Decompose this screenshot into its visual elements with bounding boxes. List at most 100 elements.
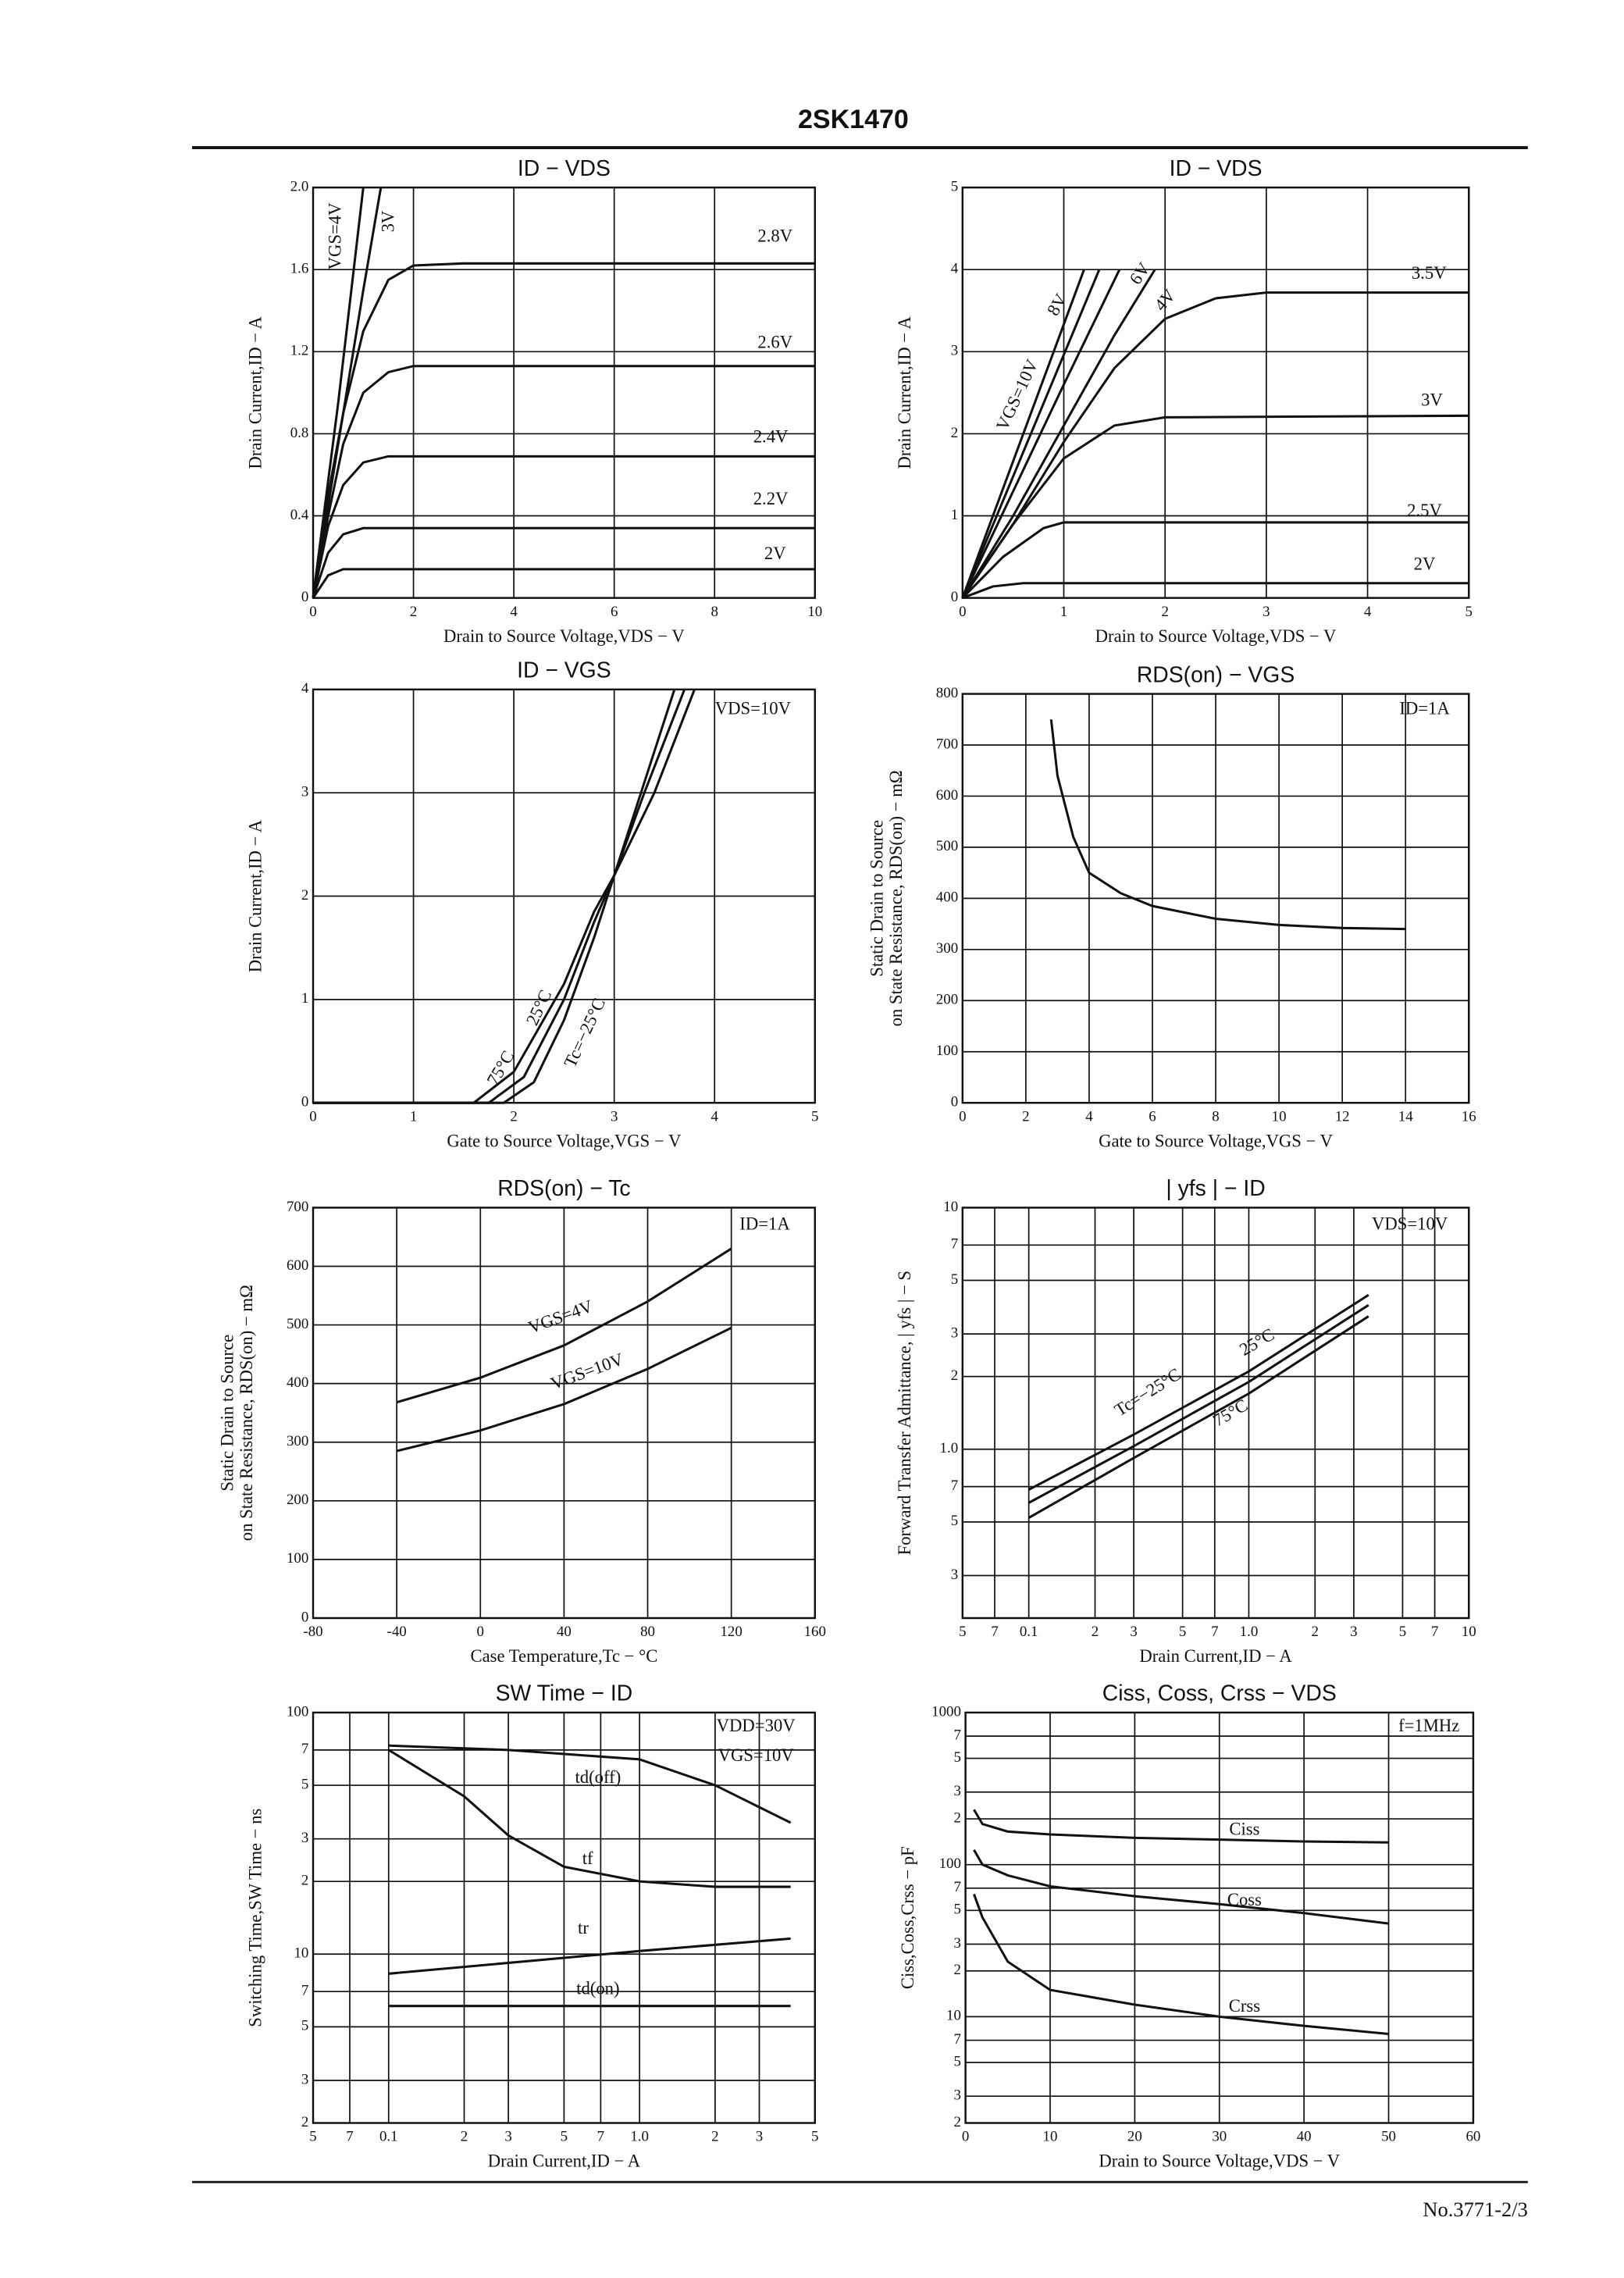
curve <box>961 521 1469 599</box>
x-axis-label: Drain to Source Voltage,VDS − V <box>443 626 685 646</box>
x-tick-label: 7 <box>597 2129 604 2145</box>
x-tick-label: 5 <box>1466 604 1473 620</box>
curve <box>313 689 696 1104</box>
x-tick-label: 2 <box>1022 1108 1029 1125</box>
x-tick-label: 6 <box>611 604 618 620</box>
x-tick-label: 3 <box>1350 1624 1357 1640</box>
x-tick-label: 4 <box>1364 604 1372 620</box>
y-tick-label: 5 <box>951 1513 958 1529</box>
y-tick-label: 400 <box>936 889 958 906</box>
curve <box>312 262 815 598</box>
y-axis-label: Static Drain to Source <box>867 820 886 977</box>
x-tick-label: 2 <box>711 2129 718 2145</box>
curve <box>973 1809 1389 1844</box>
x-tick-label: 1 <box>1060 604 1067 620</box>
curve <box>312 187 383 598</box>
x-tick-label: 7 <box>1431 1624 1438 1640</box>
x-tick-label: 50 <box>1381 2129 1396 2145</box>
curve-label: 2V <box>764 544 786 563</box>
curve <box>961 269 1085 599</box>
chart-title: RDS(on) − VGS <box>1137 662 1295 687</box>
y-tick-label: 700 <box>287 1199 308 1215</box>
page-title: 2SK1470 <box>798 105 909 134</box>
annotation: ID=1A <box>739 1214 790 1233</box>
y-tick-label: 5 <box>953 2053 960 2069</box>
y-tick-label: 5 <box>301 2018 308 2034</box>
y-tick-label: 3 <box>953 2087 960 2104</box>
chart-title: Ciss, Coss, Crss − VDS <box>1102 1681 1337 1706</box>
y-tick-label: 3 <box>951 1567 958 1583</box>
x-tick-label: 10 <box>1043 2129 1058 2145</box>
y-tick-label: 0.8 <box>290 425 309 441</box>
y-axis-label: Drain Current,ID − A <box>895 316 914 469</box>
y-tick-label: 0 <box>301 589 308 605</box>
x-tick-label: 4 <box>711 1108 719 1125</box>
chart-title: ID − VDS <box>518 156 611 181</box>
y-tick-label: 200 <box>287 1492 308 1508</box>
curve <box>396 1247 732 1404</box>
x-tick-label: 0 <box>309 604 316 620</box>
y-tick-label: 3 <box>953 1935 960 1952</box>
y-tick-label: 5 <box>951 1271 958 1288</box>
x-tick-label: 40 <box>557 1624 572 1640</box>
x-tick-label: 0 <box>959 1108 966 1125</box>
x-tick-label: 7 <box>991 1624 998 1640</box>
page-number: No.3771-2/3 <box>1423 2198 1527 2221</box>
x-tick-label: 3 <box>504 2129 511 2145</box>
y-tick-label: 1.2 <box>290 343 309 359</box>
x-tick-label: 3 <box>1130 1624 1137 1640</box>
x-tick-label: 5 <box>959 1624 966 1640</box>
x-tick-label: -80 <box>303 1624 322 1640</box>
x-tick-label: 3 <box>756 2129 763 2145</box>
curve <box>1049 719 1406 931</box>
curve <box>313 689 676 1104</box>
curve-label: VGS=4V <box>325 202 344 269</box>
curve-label: 3V <box>379 210 398 232</box>
curve-label: 2V <box>1414 554 1436 573</box>
y-tick-label: 3 <box>301 784 308 800</box>
y-tick-label: 7 <box>953 1879 960 1895</box>
curve-label: td(on) <box>576 1979 619 1998</box>
x-tick-label: -40 <box>387 1624 407 1640</box>
curve-label: tf <box>582 1848 593 1868</box>
y-tick-label: 3 <box>301 2071 308 2087</box>
x-tick-label: 2 <box>1161 604 1168 620</box>
x-tick-label: 8 <box>1212 1108 1219 1125</box>
x-tick-label: 2 <box>1312 1624 1319 1640</box>
curve <box>1027 1315 1369 1519</box>
x-tick-label: 40 <box>1297 2129 1312 2145</box>
y-tick-label: 700 <box>936 736 958 752</box>
curve <box>1027 1293 1369 1491</box>
x-tick-label: 30 <box>1212 2129 1227 2145</box>
x-tick-label: 5 <box>811 1108 818 1125</box>
curve <box>387 1749 791 1888</box>
x-tick-label: 5 <box>561 2129 568 2145</box>
y-tick-label: 7 <box>301 1741 308 1757</box>
y-tick-label: 500 <box>936 838 958 854</box>
curve <box>961 414 1469 599</box>
y-tick-label: 500 <box>287 1316 308 1332</box>
curve <box>312 365 815 598</box>
x-tick-label: 3 <box>611 1108 618 1125</box>
x-tick-label: 0.1 <box>379 2129 398 2145</box>
y-axis-label: Drain Current,ID − A <box>245 819 265 972</box>
annotation: VGS=10V <box>718 1745 795 1765</box>
x-tick-label: 1.0 <box>1240 1624 1259 1640</box>
chart-title: SW Time − ID <box>496 1681 633 1706</box>
y-tick-label: 2.0 <box>290 178 309 194</box>
y-tick-label: 200 <box>936 992 958 1008</box>
y-tick-label: 600 <box>287 1257 308 1274</box>
y-tick-label: 100 <box>287 1703 308 1720</box>
y-tick-label: 10 <box>946 2008 961 2024</box>
x-tick-label: 5 <box>811 2129 818 2145</box>
x-tick-label: 2 <box>510 1108 517 1125</box>
chart-title: ID − VDS <box>1170 156 1263 181</box>
annotation: VDS=10V <box>1372 1214 1448 1233</box>
curve <box>961 269 1101 599</box>
curve-label: Ciss <box>1229 1819 1259 1838</box>
curve <box>396 1326 732 1453</box>
x-axis-label: Drain to Source Voltage,VDS − V <box>1099 2151 1340 2171</box>
y-tick-label: 2 <box>301 2114 308 2130</box>
curve-label: 2.5V <box>1407 501 1442 520</box>
